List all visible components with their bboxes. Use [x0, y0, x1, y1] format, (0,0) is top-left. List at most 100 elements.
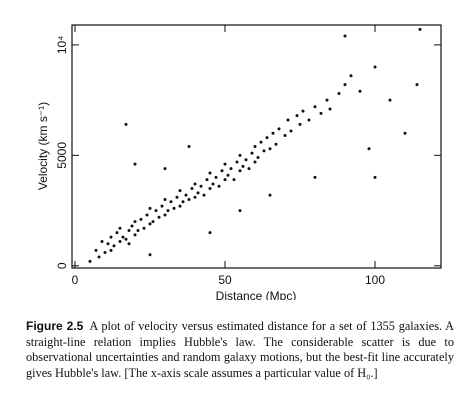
data-point — [163, 167, 167, 171]
data-point — [418, 27, 422, 31]
data-point — [109, 235, 113, 239]
data-point — [262, 149, 266, 153]
data-point — [283, 133, 287, 137]
data-point — [337, 91, 341, 95]
data-point — [343, 34, 347, 38]
data-point — [226, 173, 230, 177]
data-point — [187, 145, 191, 148]
data-point — [349, 74, 353, 78]
data-point — [313, 105, 317, 109]
data-point — [325, 98, 329, 102]
data-point — [259, 140, 263, 144]
data-point — [142, 226, 146, 230]
data-point — [193, 195, 197, 199]
plot-frame — [71, 24, 442, 269]
data-point — [328, 107, 332, 111]
data-point — [229, 167, 233, 171]
data-point — [112, 244, 116, 248]
y-tick-label: 5000 — [55, 142, 69, 169]
data-point — [238, 209, 242, 213]
data-point — [250, 151, 254, 155]
data-point — [289, 129, 293, 133]
data-point — [127, 242, 131, 246]
data-point — [184, 193, 188, 197]
data-point — [388, 98, 392, 102]
y-tick-label: 10⁴ — [55, 36, 69, 55]
data-point — [241, 164, 245, 168]
data-point — [358, 89, 362, 93]
data-point — [208, 231, 212, 235]
data-point — [253, 145, 257, 148]
data-point — [220, 169, 224, 173]
data-point — [319, 111, 323, 115]
data-point — [223, 178, 227, 182]
data-point — [175, 195, 179, 199]
data-point — [166, 209, 170, 213]
data-point — [160, 204, 164, 208]
data-point — [373, 65, 377, 69]
data-point — [151, 220, 155, 224]
data-point — [211, 182, 215, 186]
data-point — [193, 182, 197, 186]
data-point — [178, 189, 182, 193]
data-point — [256, 156, 260, 160]
data-point — [169, 200, 173, 204]
data-point — [178, 204, 182, 208]
data-point — [271, 131, 275, 135]
data-point — [154, 209, 158, 213]
data-point — [265, 136, 269, 140]
data-point — [115, 231, 119, 235]
data-point — [100, 239, 104, 243]
y-axis-label: Velocity (km s⁻¹) — [36, 102, 50, 190]
data-point — [124, 122, 128, 126]
data-point — [103, 251, 107, 255]
data-point — [307, 118, 311, 122]
data-point — [373, 175, 377, 179]
data-point — [244, 158, 248, 162]
data-point — [274, 142, 278, 146]
data-point — [109, 248, 113, 252]
data-point — [133, 220, 137, 224]
data-point — [139, 217, 143, 221]
data-point — [148, 206, 152, 210]
data-point — [127, 228, 131, 232]
data-point — [217, 184, 221, 188]
data-point — [133, 233, 137, 237]
data-point — [232, 178, 236, 182]
x-axis-label: Distance (Mpc) — [216, 289, 297, 300]
data-point — [295, 114, 299, 118]
data-point — [121, 235, 125, 239]
data-point — [277, 127, 281, 131]
data-point — [403, 131, 407, 135]
figure-caption: Figure 2.5 A plot of velocity versus esti… — [26, 319, 454, 381]
data-point — [190, 186, 194, 190]
data-point — [88, 259, 92, 263]
data-point — [247, 167, 251, 171]
data-point — [208, 171, 212, 175]
data-point — [238, 169, 242, 173]
data-point — [301, 109, 305, 113]
data-point — [343, 83, 347, 87]
data-point — [268, 193, 272, 197]
data-point — [202, 193, 206, 197]
x-tick-label: 50 — [218, 273, 232, 287]
data-point — [313, 175, 317, 179]
data-point — [238, 153, 242, 157]
data-point — [118, 239, 122, 243]
data-point — [145, 213, 149, 217]
chart: Distance (Mpc) Velocity (km s⁻¹) 0 50 100 0… — [36, 24, 442, 300]
data-point — [130, 224, 134, 228]
data-point — [253, 160, 257, 164]
data-point — [157, 215, 161, 219]
data-point — [124, 237, 128, 241]
caption-text: A plot of velocity versus estimated dist… — [26, 319, 455, 380]
data-point — [208, 186, 212, 190]
caption-label: Figure 2.5 — [26, 319, 84, 333]
data-point — [163, 213, 167, 217]
data-point — [172, 206, 176, 210]
data-point — [106, 242, 110, 246]
data-point — [187, 198, 191, 202]
data-point — [367, 147, 371, 151]
data-point — [223, 162, 227, 166]
x-tick-label: 100 — [365, 273, 385, 287]
